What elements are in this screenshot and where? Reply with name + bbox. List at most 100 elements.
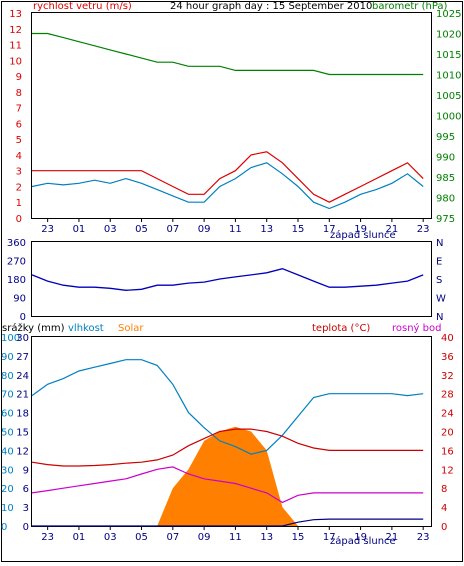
panel1-ytick-left: 9 [16,72,22,83]
panel3-ytick-right: 4 [441,503,447,514]
panel1-xtick-label: 15 [292,224,305,235]
panel3-ytick-right: 20 [441,428,454,439]
panel1-xtick-label: 07 [166,224,179,235]
panel3-ytick-humidity: 20 [1,484,14,495]
panel3-ytick-rain: 15 [16,428,29,439]
panel3-legend-label: vlhkost [68,323,104,334]
panel1-ytick-right: 995 [436,132,455,143]
panel3-legend-label: Solar [118,323,144,334]
panel3-xtick-label: 15 [292,532,305,543]
humidity-temperature-panel: srážky (mm) vlhkost Solar teplota (°C) rosný… [1,322,454,547]
panel3-xtick-label: 11 [229,532,242,543]
panel1-left-label: rychlost vetru (m/s) [33,1,132,12]
panel2-series-0 [31,268,424,291]
panel1-ytick-left: 7 [16,104,22,115]
panel1-xtick-label: 03 [104,224,117,235]
panel3-ytick-rain: 24 [16,371,29,382]
panel3-xtick-label: 07 [166,532,179,543]
panel3-ytick-humidity: 60 [1,409,14,420]
panel3-ytick-humidity: 40 [1,446,14,457]
panel3-ytick-humidity: 50 [1,428,14,439]
panel1-xtick-label: 01 [73,224,86,235]
panel3-xtick-label: 05 [135,532,148,543]
panel2-ytick-left: 360 [7,238,26,249]
panel1-ytick-left: 11 [9,41,22,52]
panel1-x-note: západ slunce [330,229,396,241]
panel3-series-4 [32,518,424,527]
panel3-ytick-rain: 0 [23,522,29,533]
panel3-series-1 [31,428,424,467]
panel2-ytick-left: 180 [7,275,26,286]
panel3-xtick-label: 13 [260,532,273,543]
panel1-ytick-right: 980 [436,194,455,205]
panel1-xtick-label: 17 [323,224,336,235]
panel1-ytick-right: 985 [436,173,455,184]
panel3-xtick-label: 01 [73,532,86,543]
panel3-ytick-rain: 30 [16,333,29,344]
panel1-xtick-label: 11 [229,224,242,235]
panel1-ytick-right: 1025 [436,9,461,20]
panel1-ytick-right: 1010 [436,71,461,82]
panel3-ytick-right: 16 [441,446,454,457]
panel1-ytick-left: 3 [16,167,22,178]
panel2-ytick-left: 270 [7,257,26,268]
panel3-ytick-rain: 27 [16,352,29,363]
panel1-plot-area [31,12,432,219]
panel3-xtick-label: 03 [104,532,117,543]
panel1-ytick-left: 1 [16,198,22,209]
panel3-ytick-rain: 18 [16,409,29,420]
panel1-ytick-left: 10 [9,56,22,67]
panel2-ytick-right: S [436,275,442,286]
panel1-ytick-right: 975 [436,214,455,225]
panel1-ytick-left: 6 [16,119,22,130]
panel3-xtick-label: 09 [198,532,211,543]
panel3-legend-label: teplota (°C) [312,323,370,334]
panel2-ytick-right: W [436,294,446,305]
panel3-ytick-right: 36 [441,352,454,363]
panel1-ytick-left: 5 [16,135,22,146]
panel3-xtick-label: 17 [323,532,336,543]
panel3-series-2 [31,466,424,504]
panel3-ytick-right: 32 [441,371,454,382]
panel3-ytick-rain: 6 [23,484,29,495]
panel3-xtick-label: 19 [354,532,367,543]
panel3-ytick-right: 40 [441,333,454,344]
panel2-ytick-right: N [436,312,443,323]
panel1-xtick-label: 19 [354,224,367,235]
panel1-xtick-label: 21 [386,224,399,235]
panel1-ytick-right: 1015 [436,50,461,61]
panel3-ytick-right: 12 [441,465,454,476]
panel3-ytick-right: 28 [441,390,454,401]
panel3-solar-area [32,426,424,526]
panel1-xtick-label: 09 [198,224,211,235]
panel3-series-0 [31,359,424,455]
panel3-ytick-humidity: 70 [1,390,14,401]
panel3-ytick-rain: 12 [16,446,29,457]
panel1-ytick-left: 0 [16,214,22,225]
panel3-ytick-right: 24 [441,409,454,420]
panel1-xtick-label: 05 [135,224,148,235]
panel1-xtick-label: 13 [260,224,273,235]
panel3-legend-label: srážky (mm) [2,322,65,334]
panel2-ytick-right: N [436,238,443,249]
panel3-ytick-humidity: 0 [1,522,7,533]
panel1-ytick-left: 4 [16,151,22,162]
wind-speed-panel: rychlost vetru (m/s) 24 hour graph day :… [9,1,461,241]
panel1-xtick-label: 23 [417,224,430,235]
panel2-ytick-left: 90 [13,294,26,305]
panel1-series-0 [32,151,424,203]
panel1-xtick-label: 23 [41,224,54,235]
panel1-series-1 [31,162,424,210]
panel1-ytick-left: 8 [16,88,22,99]
panel1-ytick-left: 13 [9,9,22,20]
panel1-ytick-right: 990 [436,153,455,164]
panel3-ytick-humidity: 30 [1,465,14,476]
panel3-ytick-rain: 21 [16,390,29,401]
panel3-xtick-label: 21 [386,532,399,543]
panel3-ytick-right: 0 [441,522,447,533]
panel3-ytick-rain: 9 [23,465,29,476]
panel1-ytick-right: 1005 [436,91,461,102]
panel3-ytick-humidity: 90 [1,352,14,363]
panel3-ytick-humidity: 10 [1,503,14,514]
